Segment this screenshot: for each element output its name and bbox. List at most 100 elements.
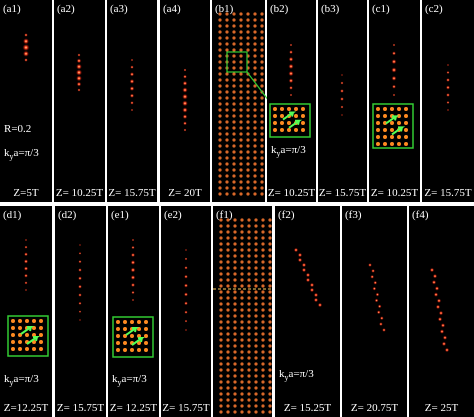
inset-spot (123, 341, 127, 345)
lattice-spot (240, 218, 244, 222)
lattice-spot (253, 156, 257, 160)
inset-spot (280, 114, 284, 118)
lattice-spot (268, 290, 272, 294)
light-spot (76, 75, 82, 82)
lattice-spot (247, 266, 251, 270)
lattice-spot (226, 296, 230, 300)
lattice-spot (225, 114, 229, 118)
light-spot (392, 93, 396, 97)
annotation: kya=π/3 (4, 373, 39, 387)
lattice-spot (219, 362, 223, 366)
lattice-spot (232, 66, 236, 70)
lattice-spot (240, 398, 244, 402)
inset-spot (116, 348, 120, 352)
light-spot (78, 293, 82, 297)
light-spot (183, 128, 187, 132)
lattice-spot (218, 180, 222, 184)
lattice-spot (260, 18, 264, 22)
caption: Z= 25T (425, 402, 459, 414)
lattice-spot (246, 156, 250, 160)
lattice-spot (233, 218, 237, 222)
lattice-spot (253, 168, 257, 172)
inset-spot (25, 347, 29, 351)
lattice-spot (225, 132, 229, 136)
lattice-spot (233, 272, 237, 276)
lattice-spot (219, 278, 223, 282)
lattice-spot (225, 108, 229, 112)
lattice-spot (268, 362, 272, 366)
light-spot (374, 298, 379, 303)
light-spot (313, 297, 319, 303)
lattice-spot (268, 308, 272, 312)
lattice-spot (219, 344, 223, 348)
lattice-spot (268, 332, 272, 336)
lattice-spot (218, 186, 222, 190)
inset-spot (18, 326, 22, 330)
panel-background (342, 206, 407, 417)
lattice-spot (253, 180, 257, 184)
lattice-spot (226, 404, 230, 408)
lattice-spot (261, 302, 265, 306)
lattice-spot (247, 368, 251, 372)
light-spot (131, 290, 135, 295)
lattice-spot (246, 84, 250, 88)
light-spot (184, 266, 188, 270)
lattice-spot (240, 326, 244, 330)
inset-spot (130, 334, 134, 338)
inset-spot (383, 114, 387, 118)
lattice-spot (218, 90, 222, 94)
lattice-spot (268, 272, 272, 276)
light-spot (131, 238, 135, 242)
lattice-spot (218, 42, 222, 46)
lattice-spot (225, 36, 229, 40)
lattice-spot (268, 410, 272, 414)
panel-background (107, 0, 157, 202)
lattice-spot (233, 392, 237, 396)
inset-spot (301, 107, 305, 111)
inset-spot (390, 107, 394, 111)
lattice-spot (219, 230, 223, 234)
lattice-spot (218, 192, 222, 196)
light-spot (184, 310, 188, 314)
light-spot (305, 272, 311, 278)
light-spot (24, 252, 28, 257)
inset (372, 103, 414, 149)
lattice-spot (247, 302, 251, 306)
lattice-spot (247, 296, 251, 300)
annotation: kya=π/3 (4, 147, 39, 161)
lattice-spot (253, 192, 257, 196)
lattice-spot (253, 186, 257, 190)
annotation-part: a=π/3 (281, 144, 307, 156)
inset-spot (18, 347, 22, 351)
lattice-spot (247, 284, 251, 288)
lattice-spot (219, 410, 223, 414)
lattice-spot (240, 272, 244, 276)
inset-spot (280, 128, 284, 132)
lattice-spot (268, 320, 272, 324)
lattice-spot (225, 156, 229, 160)
lattice-spot (268, 266, 272, 270)
light-spot (24, 245, 28, 249)
lattice-spot (240, 374, 244, 378)
inset-spot (32, 319, 36, 323)
caption: Z= 15.75T (319, 187, 366, 199)
inset-spot (273, 107, 277, 111)
lattice-spot (268, 242, 272, 246)
lattice-spot (226, 224, 230, 228)
lattice-spot (226, 218, 230, 222)
panel-background (318, 0, 367, 202)
inset-spot (390, 121, 394, 125)
lattice-spot (247, 236, 251, 240)
inset-spot (390, 128, 394, 132)
lattice-spot (239, 72, 243, 76)
lattice-spot (232, 84, 236, 88)
lattice-spot (261, 260, 265, 264)
lattice-spot (218, 18, 222, 22)
caption: Z= 12.25T (110, 402, 157, 414)
lattice-spot (253, 54, 257, 58)
lattice-spot (218, 78, 222, 82)
panel: (f1) (213, 206, 272, 417)
lattice-spot (260, 132, 264, 136)
panel-label: (b2) (270, 3, 289, 15)
lattice-spot (246, 42, 250, 46)
